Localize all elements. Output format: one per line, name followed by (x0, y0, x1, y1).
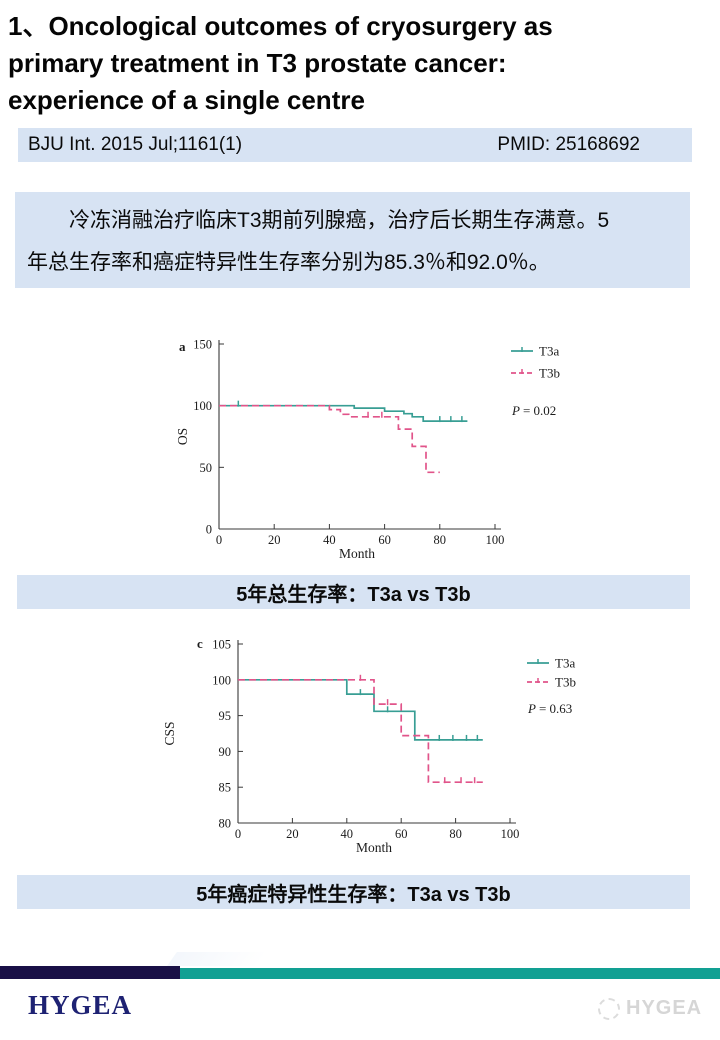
svg-text:100: 100 (212, 673, 231, 687)
svg-text:T3b: T3b (539, 366, 560, 381)
svg-text:80: 80 (434, 533, 447, 547)
svg-text:T3b: T3b (555, 675, 576, 690)
svg-text:80: 80 (449, 827, 462, 841)
svg-text:OS: OS (175, 428, 190, 445)
hygea-watermark: HYGEA (598, 997, 702, 1020)
svg-text:T3a: T3a (539, 344, 559, 359)
svg-text:100: 100 (486, 533, 505, 547)
svg-text:40: 40 (323, 533, 336, 547)
hygea-watermark-text: HYGEA (626, 997, 703, 1019)
svg-text:P = 0.02: P = 0.02 (511, 403, 556, 418)
footer-navy-bar (0, 966, 180, 979)
svg-text:100: 100 (193, 399, 212, 413)
svg-text:60: 60 (395, 827, 408, 841)
svg-text:0: 0 (235, 827, 241, 841)
svg-text:150: 150 (193, 338, 212, 352)
svg-text:85: 85 (219, 781, 232, 795)
svg-text:P = 0.63: P = 0.63 (527, 701, 572, 716)
journal-citation: BJU Int. 2015 Jul;1161(1) (28, 134, 243, 155)
os-caption-bar: 5年总生存率：T3a vs T3b (17, 575, 690, 609)
css-caption-bar: 5年癌症特异性生存率：T3a vs T3b (17, 875, 690, 909)
svg-text:60: 60 (378, 533, 391, 547)
svg-text:Month: Month (339, 546, 375, 561)
svg-text:40: 40 (341, 827, 354, 841)
css-km-chart: 0 20 40 60 80 100 80 85 90 95 100 105 Month CSS c T3a T3… (162, 636, 576, 855)
page-title: 1、Oncological outcomes of cryosurgery as… (8, 11, 553, 115)
svg-text:T3a: T3a (555, 656, 575, 671)
svg-text:a: a (179, 339, 186, 354)
pmid-label: PMID: 25168692 (497, 134, 640, 155)
svg-text:90: 90 (219, 745, 232, 759)
hygea-globe-icon (598, 997, 620, 1020)
svg-text:95: 95 (219, 709, 232, 723)
hygea-logo: HYGEA (28, 990, 133, 1020)
svg-text:0: 0 (206, 523, 212, 537)
svg-text:c: c (197, 636, 203, 651)
svg-text:Month: Month (356, 840, 392, 855)
svg-text:CSS: CSS (162, 721, 177, 745)
svg-text:80: 80 (219, 817, 232, 831)
citation-bar: BJU Int. 2015 Jul;1161(1) PMID: 25168692 (18, 128, 692, 162)
svg-text:0: 0 (216, 533, 222, 547)
svg-text:20: 20 (286, 827, 299, 841)
footer-teal-bar (180, 968, 720, 979)
svg-text:105: 105 (212, 638, 231, 652)
svg-text:100: 100 (501, 827, 520, 841)
svg-text:20: 20 (268, 533, 281, 547)
abstract-summary: 冷冻消融治疗临床T3期前列腺癌，治疗后长期生存满意。5 年总生存率和癌症特异性生… (15, 192, 690, 288)
footer-accent-shape (167, 952, 307, 966)
os-km-chart: 0 20 40 60 80 100 0 50 100 150 Month OS a T3a T3b P = 0… (175, 338, 560, 562)
svg-text:50: 50 (200, 461, 213, 475)
